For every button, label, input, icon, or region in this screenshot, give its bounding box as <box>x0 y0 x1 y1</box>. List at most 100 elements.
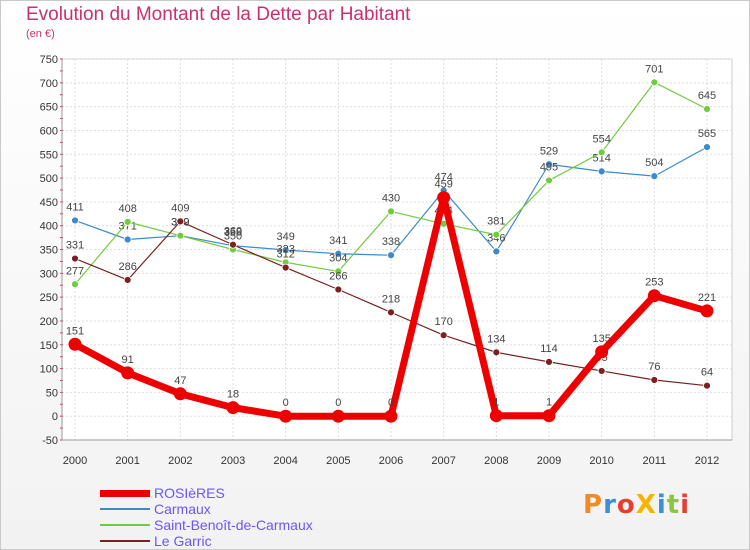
data-point <box>703 105 711 113</box>
logo-letter: o <box>616 490 636 520</box>
data-point <box>650 376 659 384</box>
legend-item: Le Garric <box>100 533 313 549</box>
data-point <box>542 409 556 423</box>
y-tick-label: 50 <box>46 387 58 399</box>
data-point <box>647 289 661 303</box>
data-label: 349 <box>276 231 294 243</box>
logo-letter: t <box>666 490 681 520</box>
data-point <box>597 148 606 157</box>
legend-label: ROSIèRES <box>154 485 225 501</box>
data-point <box>545 357 553 366</box>
y-tick-label: 500 <box>40 173 58 185</box>
data-point <box>492 247 501 256</box>
y-tick-label: 200 <box>40 316 58 328</box>
data-label: 134 <box>487 333 505 345</box>
chart-legend: ROSIèRES Carmaux Saint-Benoît-de-Carmaux Le… <box>100 485 313 549</box>
x-tick-label: 2010 <box>589 455 613 467</box>
data-point <box>545 160 553 169</box>
data-label: 554 <box>592 133 610 145</box>
x-tick-label: 2003 <box>221 455 245 467</box>
data-point <box>703 381 711 390</box>
data-label: 331 <box>66 240 84 252</box>
data-point <box>384 409 398 423</box>
x-tick-label: 2005 <box>326 455 350 467</box>
data-point <box>121 366 135 380</box>
data-point <box>123 217 132 226</box>
data-point <box>650 78 659 87</box>
data-label: 565 <box>698 128 716 140</box>
data-point <box>123 235 132 244</box>
data-label: 338 <box>382 236 400 248</box>
data-label: 277 <box>66 265 84 277</box>
legend-swatch <box>100 540 150 542</box>
data-point <box>71 254 79 263</box>
data-label: 221 <box>698 292 716 304</box>
data-point <box>489 409 503 423</box>
logo-letter: i <box>680 490 691 520</box>
data-point <box>71 216 79 225</box>
data-label: 170 <box>434 316 452 328</box>
data-label: 504 <box>645 157 663 169</box>
data-point <box>176 231 185 240</box>
data-point <box>545 176 553 185</box>
data-point <box>68 337 82 351</box>
data-label: 1 <box>546 397 552 409</box>
logo-letter: P <box>583 490 604 520</box>
data-label: 304 <box>329 252 347 264</box>
y-tick-label: 150 <box>40 340 58 352</box>
data-label: 76 <box>648 361 660 373</box>
data-label: 430 <box>382 192 400 204</box>
data-point <box>437 191 451 205</box>
data-point <box>703 143 711 152</box>
data-label: 218 <box>382 293 400 305</box>
data-point <box>387 308 395 317</box>
x-tick-label: 2012 <box>695 455 719 467</box>
data-label: 701 <box>645 63 663 75</box>
data-label: 381 <box>487 216 505 228</box>
legend-item: ROSIèRES <box>100 485 313 501</box>
data-label: 411 <box>66 201 84 213</box>
data-label: 312 <box>276 249 294 261</box>
y-tick-label: 400 <box>40 221 58 233</box>
y-tick-label: -50 <box>42 435 58 447</box>
x-tick-label: 2007 <box>431 455 455 467</box>
y-tick-label: 550 <box>40 149 58 161</box>
legend-swatch <box>100 489 150 497</box>
y-tick-label: 700 <box>40 78 58 90</box>
y-tick-label: 300 <box>40 268 58 280</box>
data-label: 529 <box>540 145 558 157</box>
legend-swatch <box>100 508 150 510</box>
data-label: 135 <box>592 333 610 345</box>
data-label: 151 <box>66 325 84 337</box>
y-tick-label: 750 <box>40 54 58 66</box>
data-point <box>492 348 501 357</box>
legend-label: Le Garric <box>154 533 212 549</box>
data-point <box>334 285 343 294</box>
data-point <box>439 331 448 340</box>
logo-letter: i <box>656 490 667 520</box>
legend-label: Saint-Benoît-de-Carmaux <box>154 517 313 533</box>
legend-item: Saint-Benoît-de-Carmaux <box>100 517 313 533</box>
data-label: 409 <box>171 202 189 214</box>
data-point <box>281 246 290 254</box>
data-point <box>71 280 79 289</box>
y-tick-label: 450 <box>40 197 58 209</box>
data-point <box>334 267 343 276</box>
data-label: 47 <box>174 375 186 387</box>
proxiti-logo: ProXiti <box>583 490 690 520</box>
legend-label: Carmaux <box>154 501 211 517</box>
x-tick-label: 2002 <box>168 455 192 467</box>
data-point <box>334 249 343 258</box>
data-point <box>387 207 395 216</box>
data-label: 266 <box>329 271 347 283</box>
data-label: 286 <box>118 261 136 273</box>
data-point <box>281 263 290 272</box>
data-label: 358 <box>224 227 242 239</box>
data-point <box>700 304 714 318</box>
y-tick-label: 0 <box>52 411 58 423</box>
data-point <box>229 240 237 249</box>
data-label: 18 <box>227 389 239 401</box>
data-point <box>226 401 240 415</box>
x-tick-label: 2009 <box>537 455 561 467</box>
